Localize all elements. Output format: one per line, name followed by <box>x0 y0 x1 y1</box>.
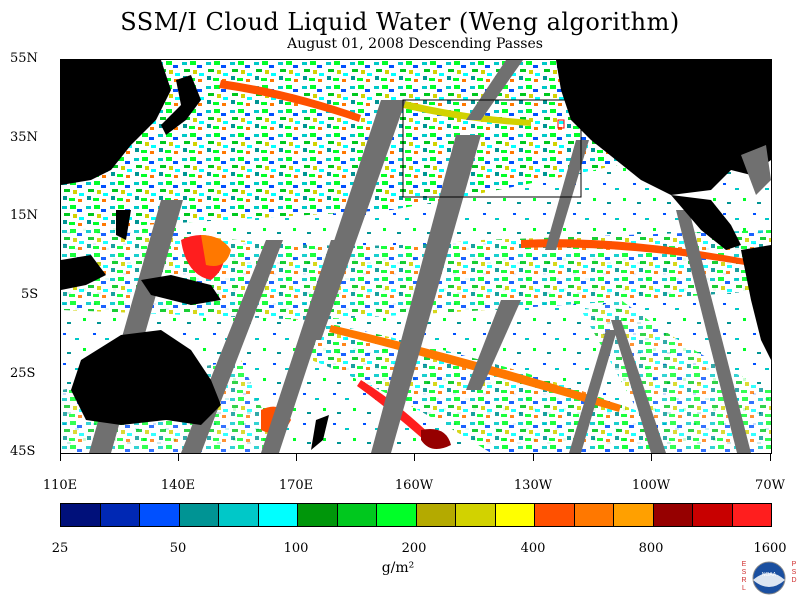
new-zealand-landmass <box>311 415 329 450</box>
colorbar-label-200: 200 <box>401 541 427 556</box>
colorbar-swatch-0 <box>61 504 101 526</box>
x-tick <box>60 453 61 461</box>
high-water-patch <box>421 429 451 449</box>
x-tick <box>770 453 771 461</box>
colorbar-swatch-10 <box>456 504 496 526</box>
x-tick <box>178 453 179 461</box>
colorbar-label-100: 100 <box>283 541 309 556</box>
colorbar-swatch-6 <box>298 504 338 526</box>
colorbar <box>60 503 772 527</box>
colorbar-swatch-13 <box>574 504 614 526</box>
lat-label-45s: 45S <box>10 444 36 459</box>
lat-label-5s: 5S <box>21 287 39 302</box>
x-tick <box>414 453 415 461</box>
southeast-cloud-field <box>581 300 771 453</box>
northern-streak <box>219 80 361 122</box>
land-masses <box>61 60 771 450</box>
borneo-landmass <box>61 255 106 290</box>
colorbar-swatch-7 <box>337 504 377 526</box>
red-marker-box <box>557 119 565 129</box>
colorbar-swatch-11 <box>495 504 535 526</box>
colorbar-units: g/m² <box>381 560 415 576</box>
japan-landmass <box>161 75 201 135</box>
mexico-gray <box>741 145 771 195</box>
colorbar-label-1600: 1600 <box>753 541 787 556</box>
itcz-streak <box>521 239 751 266</box>
colorbar-swatch-16 <box>693 504 733 526</box>
asia-landmass <box>61 60 171 185</box>
map-title: SSM/I Cloud Liquid Water (Weng algorithm… <box>120 8 680 36</box>
x-tick <box>533 453 534 461</box>
northern-streak <box>399 100 531 126</box>
colorbar-swatch-15 <box>653 504 693 526</box>
colorbar-swatch-1 <box>100 504 140 526</box>
colorbar-label-25: 25 <box>51 541 69 556</box>
north-america-landmass <box>556 60 771 195</box>
map-subtitle: August 01, 2008 Descending Passes <box>287 36 543 52</box>
lon-label-100w: 100W <box>631 478 671 493</box>
colorbar-swatch-17 <box>732 504 771 526</box>
high-water-patch <box>201 235 231 266</box>
colorbar-swatch-2 <box>140 504 180 526</box>
x-tick <box>296 453 297 461</box>
colorbar-swatch-14 <box>614 504 654 526</box>
lon-label-70w: 70W <box>755 478 785 493</box>
philippines-landmass <box>116 210 131 240</box>
colorbar-label-800: 800 <box>638 541 664 556</box>
colorbar-label-400: 400 <box>520 541 546 556</box>
colorbar-swatch-5 <box>258 504 298 526</box>
lon-label-140e: 140E <box>160 478 196 493</box>
lat-label-55n: 55N <box>10 51 38 66</box>
lat-label-25s: 25S <box>10 366 36 381</box>
lat-label-15n: 15N <box>10 208 38 223</box>
tropical-cloud-band <box>61 210 771 320</box>
lat-label-35n: 35N <box>10 130 38 145</box>
south-america-landmass <box>741 245 771 360</box>
colorbar-label-50: 50 <box>169 541 187 556</box>
colorbar-swatch-12 <box>535 504 575 526</box>
central-america-landmass <box>671 195 741 250</box>
svg-text:NOAA: NOAA <box>762 572 777 578</box>
australia-landmass <box>71 330 221 425</box>
map-svg <box>61 60 771 453</box>
colorbar-swatch-3 <box>179 504 219 526</box>
colorbar-swatch-8 <box>377 504 417 526</box>
new-guinea-landmass <box>141 275 221 305</box>
lon-label-160w: 160W <box>394 478 434 493</box>
lon-label-130w: 130W <box>513 478 553 493</box>
colorbar-swatch-4 <box>219 504 259 526</box>
x-tick <box>651 453 652 461</box>
lon-label-110e: 110E <box>42 478 78 493</box>
colorbar-swatch-9 <box>416 504 456 526</box>
cloud-liquid-water-map <box>60 59 772 454</box>
lon-label-170e: 170E <box>278 478 314 493</box>
inset-region-box <box>402 99 582 198</box>
